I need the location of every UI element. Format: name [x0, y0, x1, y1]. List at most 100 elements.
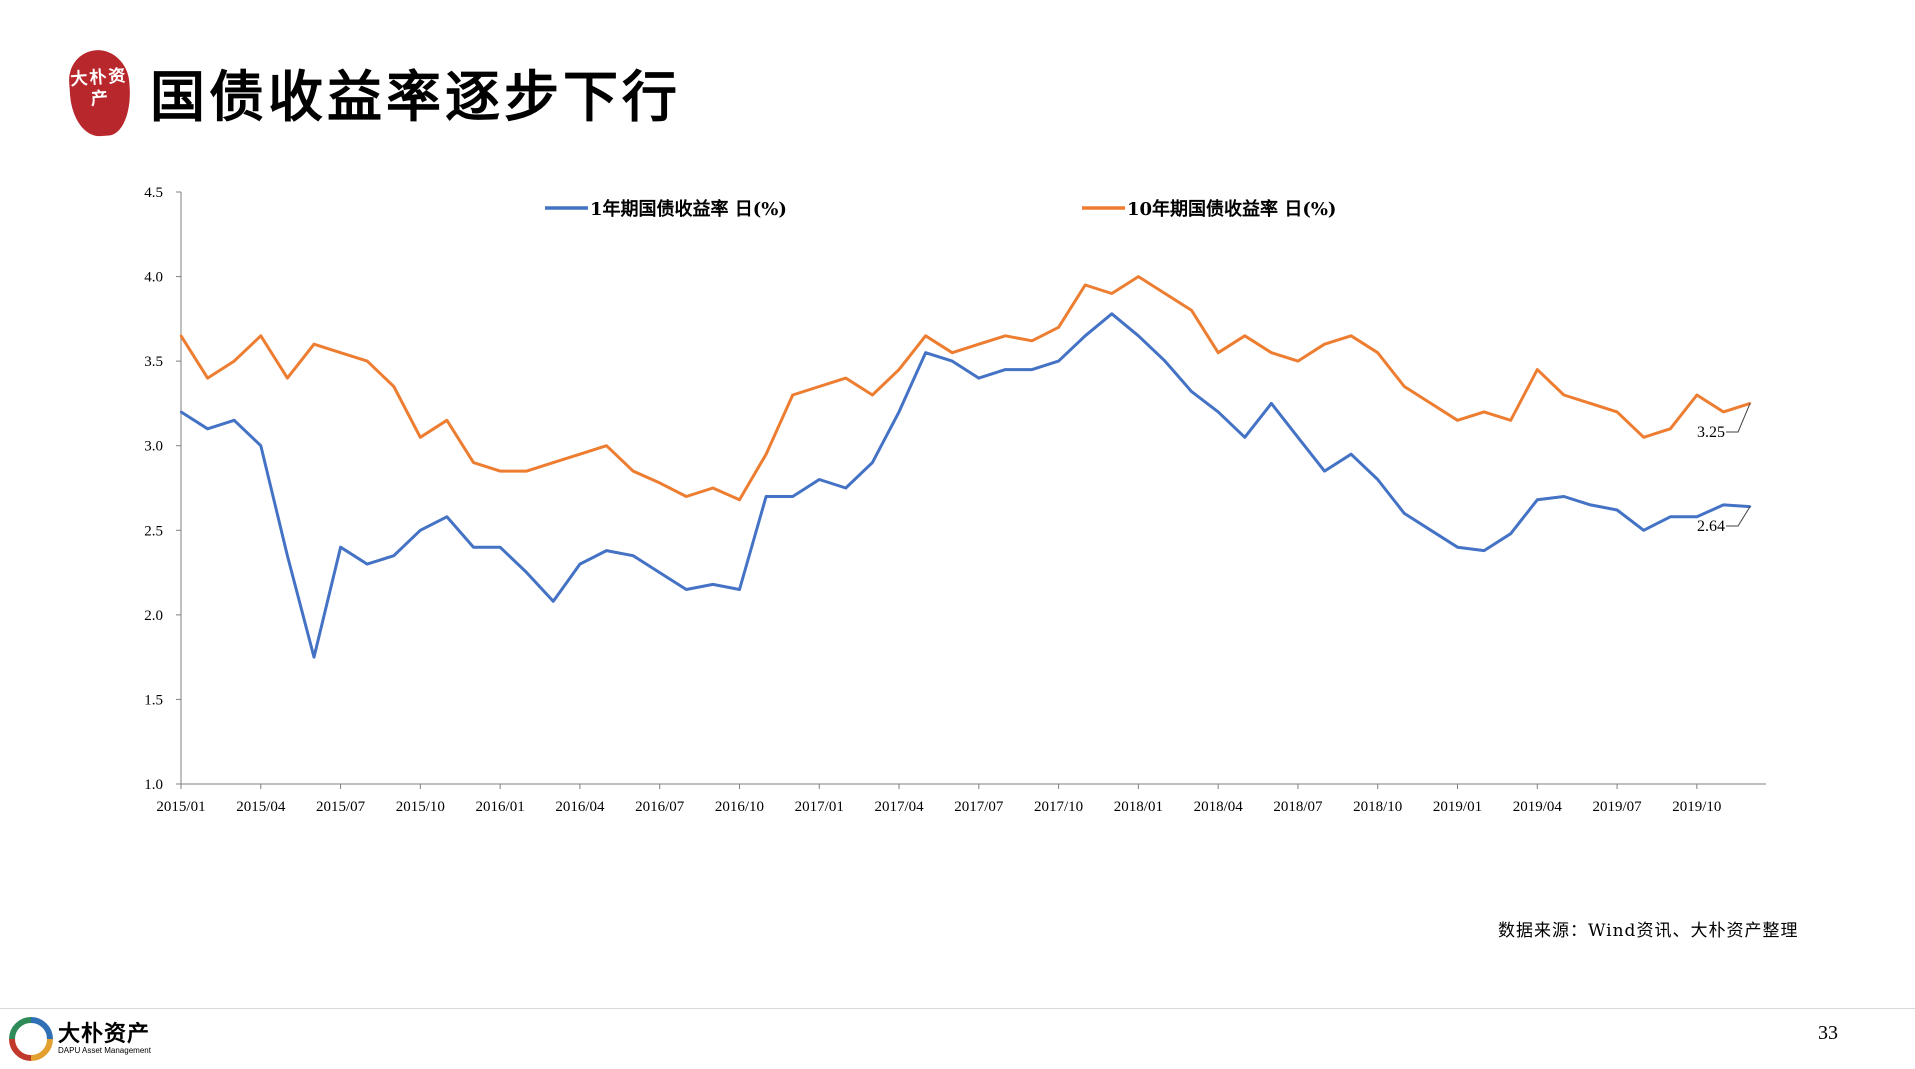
data-point-1y	[1084, 334, 1087, 337]
data-point-1y	[419, 529, 422, 532]
data-point-1y	[871, 461, 874, 464]
data-point-1y	[738, 588, 741, 591]
y-tick-label: 1.0	[144, 777, 163, 793]
data-point-1y	[1722, 503, 1725, 507]
x-tick-label: 2017/04	[874, 799, 924, 815]
data-point-1y	[1429, 529, 1433, 532]
data-point-10y	[951, 351, 954, 354]
y-tick-label: 4.0	[144, 270, 163, 286]
series-line-1y	[180, 312, 1751, 659]
x-tick-label: 2019/01	[1433, 799, 1482, 815]
data-point-10y	[1349, 334, 1353, 337]
yield-line-chart: 1.0 1.5 2.0 2.5 3.0 3.5 4.0 4.5 2015/01 2015/04 20…	[144, 185, 1766, 815]
x-tick-label: 2018/04	[1194, 799, 1244, 815]
data-point-1y	[1217, 410, 1220, 414]
data-point-10y	[1642, 436, 1645, 439]
data-point-1y	[711, 583, 715, 586]
end-label-10y: 3.25	[1697, 424, 1725, 441]
data-point-10y	[1589, 402, 1592, 405]
data-point-1y	[1589, 503, 1592, 507]
data-point-10y	[1057, 326, 1060, 329]
data-point-1y	[764, 495, 768, 498]
data-point-1y	[259, 444, 262, 447]
y-tick-label: 3.5	[144, 354, 163, 370]
data-point-10y	[1509, 419, 1512, 422]
data-point-10y	[472, 461, 475, 464]
data-point-1y	[1695, 515, 1699, 518]
data-point-10y	[1030, 339, 1034, 342]
data-point-1y	[1562, 495, 1566, 498]
end-label-1y: 2.64	[1697, 518, 1725, 535]
data-point-1y	[1615, 508, 1619, 512]
data-point-1y	[791, 495, 794, 498]
y-tick-label: 1.5	[144, 692, 163, 708]
data-point-10y	[1004, 334, 1007, 337]
data-point-10y	[179, 334, 183, 337]
x-tick-label: 2018/10	[1353, 799, 1402, 815]
data-point-10y	[525, 469, 528, 473]
data-point-1y	[206, 427, 209, 430]
data-point-1y	[233, 419, 236, 422]
x-tick-label: 2015/10	[396, 799, 445, 815]
data-point-10y	[1190, 309, 1193, 312]
data-point-1y	[1642, 529, 1645, 532]
data-point-10y	[1669, 427, 1672, 430]
data-point-10y	[658, 481, 661, 485]
data-point-1y	[1270, 402, 1273, 405]
data-point-1y	[977, 376, 980, 380]
data-point-10y	[1456, 419, 1459, 422]
data-point-1y	[1349, 453, 1353, 456]
data-point-1y	[1536, 498, 1539, 501]
data-point-10y	[1110, 292, 1114, 295]
x-tick-label: 2015/01	[156, 799, 205, 815]
data-point-10y	[419, 436, 422, 439]
data-point-10y	[818, 385, 821, 388]
chart-axes: 1.0 1.5 2.0 2.5 3.0 3.5 4.0 4.5 2015/01 2015/04 20…	[144, 185, 1766, 815]
data-point-10y	[312, 343, 316, 346]
data-point-1y	[1403, 512, 1406, 515]
data-point-10y	[1429, 402, 1433, 405]
data-point-1y	[1669, 515, 1672, 518]
data-point-1y	[525, 571, 528, 574]
data-point-10y	[711, 486, 715, 490]
y-tick-label: 2.0	[144, 608, 163, 624]
x-tick-label: 2016/10	[715, 799, 764, 815]
data-point-10y	[924, 334, 927, 337]
x-tick-label: 2015/04	[236, 799, 286, 815]
data-point-1y	[924, 351, 927, 354]
x-tick-label: 2017/10	[1034, 799, 1083, 815]
data-point-10y	[1270, 351, 1273, 354]
data-point-1y	[1243, 436, 1247, 439]
page-title: 国债收益率逐步下行	[150, 64, 682, 129]
data-point-1y	[472, 546, 475, 549]
data-point-10y	[1562, 393, 1566, 397]
footer-company-name-en: DAPU Asset Management	[58, 1046, 151, 1055]
data-point-10y	[1615, 410, 1619, 414]
data-point-1y	[1057, 359, 1060, 363]
y-tick-label: 4.5	[144, 185, 163, 201]
data-point-10y	[897, 368, 901, 371]
data-point-10y	[764, 453, 768, 456]
data-point-1y	[286, 554, 289, 557]
footer-divider	[0, 1008, 1915, 1009]
series-layer	[179, 275, 1752, 659]
x-tick-label: 2018/07	[1273, 799, 1323, 815]
y-tick-label: 2.5	[144, 523, 163, 539]
data-point-1y	[392, 554, 395, 557]
data-point-1y	[1163, 359, 1167, 363]
series-line-10y	[179, 275, 1751, 502]
x-tick-label: 2017/07	[954, 799, 1004, 815]
end-labels: 3.25 2.64	[1697, 424, 1725, 535]
data-point-1y	[658, 571, 661, 574]
data-point-1y	[366, 562, 369, 566]
data-point-10y	[1403, 385, 1406, 388]
data-point-10y	[1695, 393, 1699, 397]
data-point-10y	[366, 359, 369, 363]
data-point-10y	[339, 351, 342, 354]
data-point-10y	[286, 376, 289, 380]
x-tick-label: 2015/07	[316, 799, 366, 815]
data-point-1y	[179, 410, 183, 414]
data-point-10y	[844, 376, 847, 380]
data-point-10y	[1482, 410, 1486, 414]
data-point-10y	[1323, 343, 1326, 346]
